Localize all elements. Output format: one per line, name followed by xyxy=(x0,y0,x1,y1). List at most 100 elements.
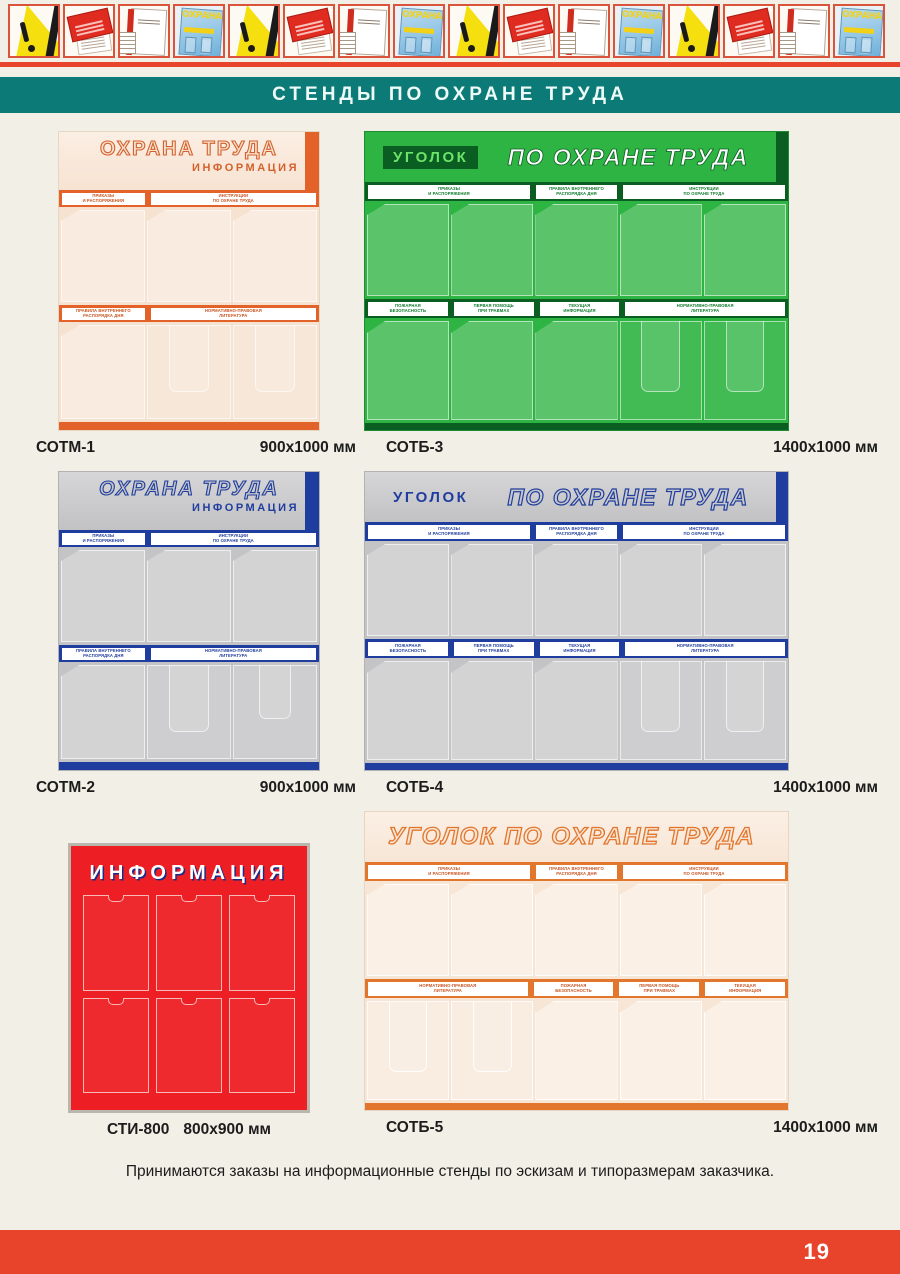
header-icon-strip: ОХРАНА ОХРАНА ОХРАНА ОХРАНА xyxy=(0,0,900,62)
sotb3-badge: УГОЛОК xyxy=(383,145,479,169)
sotb3-header: УГОЛОК ПО ОХРАНЕ ТРУДА xyxy=(365,132,788,182)
pocket[interactable] xyxy=(451,544,534,636)
stand-sotm1[interactable]: ОХРАНА ТРУДА ИНФОРМАЦИЯ ПРИКАЗЫ И РАСПОРЯ… xyxy=(58,131,320,431)
sotb4-badge: УГОЛОК xyxy=(393,488,469,506)
label-firstaid: ПЕРВАЯ ПОМОЩЬ ПРИ ТРАВМАХ xyxy=(618,980,701,997)
pocket[interactable] xyxy=(83,895,149,991)
red-folder-icon xyxy=(283,4,335,58)
stand-cell-sotb5[interactable]: УГОЛОК ПО ОХРАНЕ ТРУДА ПРИКАЗЫ И РАСПОРЯЖ… xyxy=(364,811,886,1139)
pocket[interactable] xyxy=(61,210,145,302)
pocket[interactable] xyxy=(535,544,618,636)
booklet-holder[interactable] xyxy=(451,1001,534,1100)
sotm1-top-labels: ПРИКАЗЫ И РАСПОРЯЖЕНИЯ ИНСТРУКЦИИ ПО ОХРАН… xyxy=(59,190,319,207)
pocket[interactable] xyxy=(367,321,450,420)
stand-sotb3[interactable]: УГОЛОК ПО ОХРАНЕ ТРУДА ПРИКАЗЫ И РАСПОРЯЖ… xyxy=(364,131,789,431)
label-rules: ПРАВИЛА ВНУТРЕННЕГО РАСПОРЯДКА ДНЯ xyxy=(535,523,618,540)
pocket[interactable] xyxy=(619,544,702,636)
sotm2-title: ОХРАНА ТРУДА xyxy=(99,478,279,500)
pocket[interactable] xyxy=(451,321,534,420)
booklet-holder[interactable] xyxy=(147,665,231,759)
blue-stand-icon: ОХРАНА xyxy=(613,4,665,58)
pocket[interactable] xyxy=(367,544,450,636)
pocket[interactable] xyxy=(233,210,317,302)
pocket[interactable] xyxy=(367,661,450,760)
pocket[interactable] xyxy=(367,884,450,976)
pocket[interactable] xyxy=(535,661,618,760)
sotb5-top-pockets xyxy=(365,881,788,979)
pocket[interactable] xyxy=(451,661,534,760)
sotb3-footer-bar xyxy=(365,423,788,430)
pocket[interactable] xyxy=(156,997,222,1093)
stand-cell-sotm1[interactable]: ОХРАНА ТРУДА ИНФОРМАЦИЯ ПРИКАЗЫ И РАСПОРЯ… xyxy=(14,131,364,457)
red-folder-icon xyxy=(503,4,555,58)
pocket[interactable] xyxy=(229,997,295,1093)
pocket[interactable] xyxy=(156,895,222,991)
pocket[interactable] xyxy=(619,204,702,296)
caption-sotb5: СОТБ-5 1400x1000 мм xyxy=(364,1111,886,1137)
sotb4-footer-bar xyxy=(365,763,788,770)
pocket[interactable] xyxy=(233,550,317,642)
pocket[interactable] xyxy=(61,550,145,642)
pocket[interactable] xyxy=(367,204,450,296)
white-book-icon xyxy=(338,4,390,58)
sotm1-footer-bar xyxy=(59,422,319,430)
stand-sti800[interactable]: ИНФОРМАЦИЯ xyxy=(68,843,310,1113)
stand-size: 800x900 мм xyxy=(183,1121,272,1138)
booklet-holder[interactable] xyxy=(147,325,231,419)
pocket[interactable] xyxy=(535,884,618,976)
pocket[interactable] xyxy=(147,550,231,642)
pocket[interactable] xyxy=(619,1001,702,1100)
label-legal: НОРМАТИВНО-ПРАВОВАЯ ЛИТЕРАТУРА xyxy=(624,640,786,657)
pocket[interactable] xyxy=(451,884,534,976)
booklet-holder[interactable] xyxy=(703,661,787,760)
label-instructions: ИНСТРУКЦИИ ПО ОХРАНЕ ТРУДА xyxy=(149,531,317,546)
sotm2-top-pockets xyxy=(59,547,319,645)
page-footer-bar: 19 xyxy=(0,1230,900,1274)
caption-sti800: СТИ-800 800x900 мм xyxy=(14,1113,364,1139)
label-legal: НОРМАТИВНО-ПРАВОВАЯ ЛИТЕРАТУРА xyxy=(149,646,317,661)
sotm1-bottom-labels: ПРАВИЛА ВНУТРЕННЕГО РАСПОРЯДКА ДНЯ НОРМАТ… xyxy=(59,305,319,322)
warning-triangle-icon xyxy=(8,4,60,58)
sotm1-subtitle: ИНФОРМАЦИЯ xyxy=(192,162,299,174)
header-gap xyxy=(0,67,900,77)
pocket[interactable] xyxy=(61,665,145,759)
stand-cell-sotb4[interactable]: УГОЛОК ПО ОХРАНЕ ТРУДА ПРИКАЗЫ И РАСПОРЯЖ… xyxy=(364,471,886,797)
pocket[interactable] xyxy=(703,884,787,976)
pocket[interactable] xyxy=(83,997,149,1093)
pocket[interactable] xyxy=(61,325,145,419)
stand-sotb4[interactable]: УГОЛОК ПО ОХРАНЕ ТРУДА ПРИКАЗЫ И РАСПОРЯЖ… xyxy=(364,471,789,771)
stand-sotb5[interactable]: УГОЛОК ПО ОХРАНЕ ТРУДА ПРИКАЗЫ И РАСПОРЯЖ… xyxy=(364,811,789,1111)
pocket[interactable] xyxy=(147,210,231,302)
booklet-holder[interactable] xyxy=(367,1001,450,1100)
stand-code: СТИ-800 xyxy=(106,1121,170,1138)
sotb5-header: УГОЛОК ПО ОХРАНЕ ТРУДА xyxy=(365,812,788,862)
pocket[interactable] xyxy=(451,204,534,296)
stand-cell-sotb3[interactable]: УГОЛОК ПО ОХРАНЕ ТРУДА ПРИКАЗЫ И РАСПОРЯЖ… xyxy=(364,131,886,457)
stand-cell-sti800[interactable]: ИНФОРМАЦИЯ СТИ-800 800x900 мм xyxy=(14,811,364,1139)
pocket[interactable] xyxy=(229,895,295,991)
booklet-holder[interactable] xyxy=(233,325,317,419)
sotm2-subtitle: ИНФОРМАЦИЯ xyxy=(192,502,299,514)
pocket[interactable] xyxy=(535,1001,618,1100)
pocket[interactable] xyxy=(535,204,618,296)
blue-stand-icon: ОХРАНА xyxy=(173,4,225,58)
sotb3-bottom-labels: ПОЖАРНАЯ БЕЗОПАСНОСТЬ ПЕРВАЯ ПОМОЩЬ ПРИ ТР… xyxy=(365,299,788,318)
booklet-holder[interactable] xyxy=(233,665,317,759)
label-fire: ПОЖАРНАЯ БЕЗОПАСНОСТЬ xyxy=(367,640,449,657)
sti800-pockets xyxy=(83,895,295,1093)
booklet-holder[interactable] xyxy=(619,321,702,420)
label-instructions: ИНСТРУКЦИИ ПО ОХРАНЕ ТРУДА xyxy=(149,191,317,206)
sotb5-footer-bar xyxy=(365,1103,788,1110)
booklet-holder[interactable] xyxy=(703,321,787,420)
stand-sotm2[interactable]: ОХРАНА ТРУДА ИНФОРМАЦИЯ ПРИКАЗЫ И РАСПОРЯ… xyxy=(58,471,320,771)
pocket[interactable] xyxy=(703,1001,787,1100)
booklet-holder[interactable] xyxy=(619,661,702,760)
label-current: ТЕКУЩАЯ ИНФОРМАЦИЯ xyxy=(538,300,621,317)
pocket[interactable] xyxy=(619,884,702,976)
pocket[interactable] xyxy=(703,544,787,636)
label-firstaid: ПЕРВАЯ ПОМОЩЬ ПРИ ТРАВМАХ xyxy=(452,300,535,317)
pocket[interactable] xyxy=(703,204,787,296)
stand-cell-sotm2[interactable]: ОХРАНА ТРУДА ИНФОРМАЦИЯ ПРИКАЗЫ И РАСПОРЯ… xyxy=(14,471,364,797)
sotb5-top-labels: ПРИКАЗЫ И РАСПОРЯЖЕНИЯ ПРАВИЛА ВНУТРЕННЕГ… xyxy=(365,862,788,881)
pocket[interactable] xyxy=(535,321,618,420)
